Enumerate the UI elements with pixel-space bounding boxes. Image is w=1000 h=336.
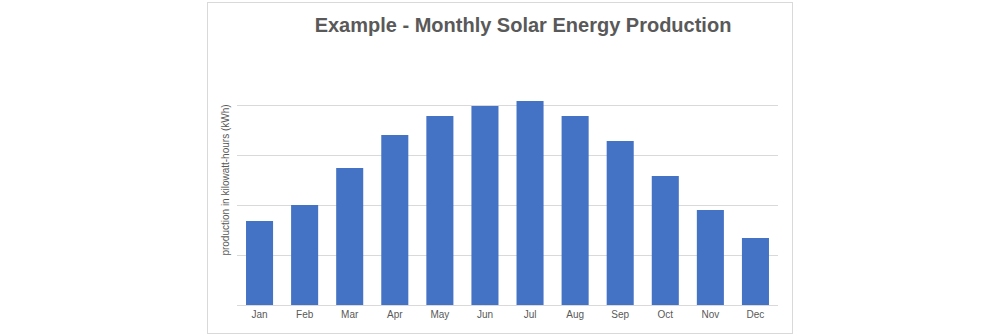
svg-text:Mar: Mar [341,309,359,320]
svg-text:Nov: Nov [701,309,719,320]
svg-text:production in kilowatt-hours (: production in kilowatt-hours (kWh) [220,104,231,255]
svg-text:Sep: Sep [611,309,629,320]
svg-text:Jan: Jan [251,309,267,320]
svg-text:Apr: Apr [387,309,403,320]
svg-text:Jun: Jun [477,309,493,320]
svg-text:Jul: Jul [524,309,537,320]
svg-text:Aug: Aug [566,309,584,320]
svg-text:Feb: Feb [296,309,314,320]
svg-text:Dec: Dec [747,309,765,320]
svg-text:Oct: Oct [658,309,674,320]
svg-text:May: May [430,309,449,320]
svg-text:Example - Monthly Solar Energy: Example - Monthly Solar Energy Productio… [315,14,732,36]
